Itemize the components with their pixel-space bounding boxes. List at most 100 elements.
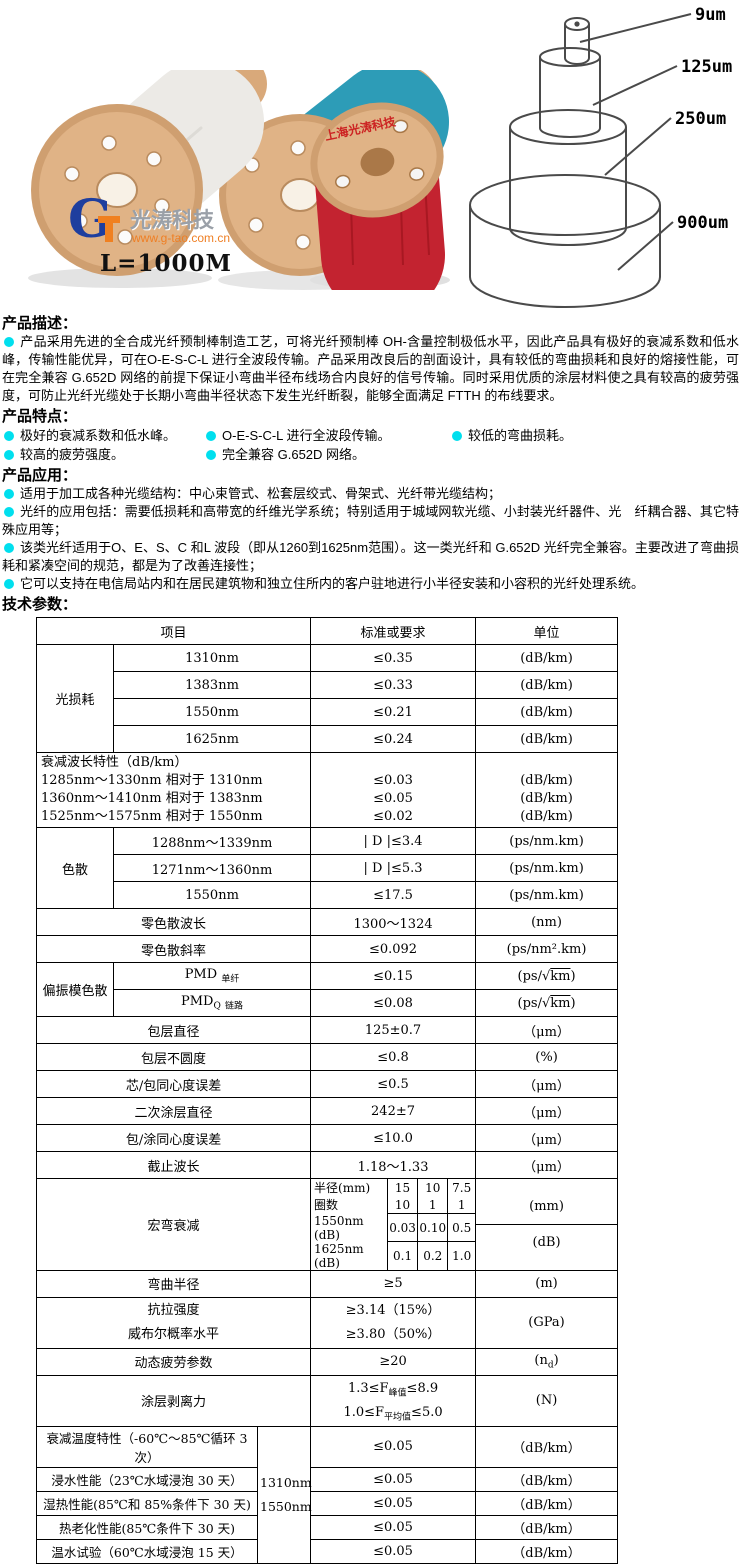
cell-item: 1550nm: [112, 881, 312, 909]
table-header-row: 项目 标准或要求 单位: [35, 617, 619, 645]
spool-shadow: [28, 268, 212, 288]
bullet-icon: [452, 431, 462, 441]
table-row: 浸水性能（23℃水域浸泡 30 天） ≤0.05 （dB/km）: [36, 1466, 619, 1492]
cell-item: 包层不圆度: [35, 1043, 312, 1071]
section-heading-description: 产品描述：: [2, 315, 78, 332]
cell-standard: ≤10.0: [310, 1124, 477, 1152]
cell-standard: ≤0.08: [310, 989, 477, 1017]
cell-unit: （dB/km）: [475, 1466, 619, 1492]
table-row: 1271nm～1360nm | D |≤5.3 (ps/nm.km): [37, 854, 619, 882]
cell-item: 零色散波长: [35, 908, 312, 936]
cell-unit: (nd): [475, 1347, 619, 1376]
leader-line-9um: [579, 13, 692, 43]
cell-standard: 1.18～1.33: [310, 1151, 477, 1179]
cell-unit: （μm）: [475, 1151, 619, 1179]
bullet-icon: [206, 450, 216, 460]
cell-item: 浸水性能（23℃水域浸泡 30 天）: [36, 1466, 258, 1492]
cell-standard: ≤0.05: [310, 1514, 477, 1540]
cell-item: 1550nm: [112, 698, 312, 726]
bullet-icon: [4, 489, 14, 499]
cell-unit: （μm）: [475, 1124, 619, 1152]
application-item: 适用于加工成各种光缆结构：中心束管式、松套层绞式、骨架式、光纤带光缆结构；: [0, 485, 741, 503]
table-row: 动态疲劳参数 ≥20 (nd): [35, 1347, 619, 1376]
table-row: PMDQ 链路 ≤0.08 (ps/√km): [37, 989, 619, 1017]
cell-category: 宏弯衰减: [35, 1178, 312, 1271]
description-text: 产品采用先进的全合成光纤预制棒制造工艺，可将光纤预制棒 OH-含量控制极低水平，…: [2, 334, 739, 403]
feature-item: 完全兼容 G.652D 网络。: [204, 445, 365, 464]
cell-wavelengths: 1310nm 1550nm: [256, 1425, 312, 1564]
cell-unit: (ps/nm.km): [475, 881, 619, 909]
cell-standard: ≤0.05: [310, 1466, 477, 1492]
cell-unit: （dB/km）: [475, 1490, 619, 1516]
cell-item: PMDQ 链路: [112, 989, 312, 1017]
cell-item: 动态疲劳参数: [35, 1347, 312, 1376]
diagram-label: 250um: [675, 109, 726, 129]
cell-item: 1271nm～1360nm: [112, 854, 312, 882]
cell-standard: ≤0.092: [310, 935, 477, 963]
cell-item: 1383nm: [112, 671, 312, 699]
cell-standard: ≥5: [310, 1269, 477, 1298]
brand-logo: G 光涛科技 www.g-tao.com.cn: [68, 194, 288, 256]
leader-line-125um: [592, 65, 678, 106]
cell-item: 截止波长: [35, 1151, 312, 1179]
table-row: 包层直径 125±0.7 （μm）: [35, 1016, 619, 1044]
diagram-label: 900um: [677, 213, 728, 233]
spool-red: 上海光涛科技: [310, 102, 445, 290]
cell-item: 衰减温度特性（-60℃～85℃循环 3 次）: [36, 1425, 258, 1468]
cell-item: 湿热性能(85℃和 85%条件下 30 天): [36, 1490, 258, 1516]
feature-item: 极好的衰减系数和低水峰。: [2, 426, 204, 445]
cell-standard: 125±0.7: [310, 1016, 477, 1044]
cell-standard: | D |≤5.3: [310, 854, 477, 882]
cell-unit: (ps/nm.km): [475, 854, 619, 882]
bullet-icon: [4, 337, 14, 347]
feature-row: 极好的衰减系数和低水峰。 O-E-S-C-L 进行全波段传输。 较低的弯曲损耗。: [0, 426, 741, 445]
bullet-icon: [4, 507, 14, 517]
product-photo: 上海光涛科技: [5, 70, 455, 290]
header-item: 项目: [35, 617, 312, 645]
cell-standard: ≤0.03 ≤0.05 ≤0.02: [310, 752, 477, 828]
cell-item: 抗拉强度 威布尔概率水平: [35, 1296, 312, 1349]
cell-item: 温水试验（60℃水域浸泡 15 天）: [36, 1538, 258, 1564]
cell-item: 衰减波长特性（dB/km） 1285nm～1330nm 相对于 1310nm 1…: [35, 752, 312, 828]
cell-item: 热老化性能(85℃条件下 30 天): [36, 1514, 258, 1540]
table-row: 色散 1288nm～1339nm | D |≤3.4 (ps/nm.km): [36, 827, 619, 909]
cell-category: 偏振模色散: [36, 962, 114, 1017]
cell-unit: (GPa): [475, 1296, 619, 1349]
cell-standard: ≤17.5: [310, 881, 477, 909]
cell-standard: 1300～1324: [310, 908, 477, 936]
cell-item: 零色散斜率: [35, 935, 312, 963]
bullet-icon: [206, 431, 216, 441]
bullet-icon: [4, 579, 14, 589]
application-item: 该类光纤适用于O、E、S、C 和L 波段（即从1260到1625nm范围）。这一…: [2, 540, 739, 573]
cell-unit: （μm）: [475, 1097, 619, 1125]
table-row: 热老化性能(85℃条件下 30 天) ≤0.05 （dB/km）: [36, 1514, 619, 1540]
cell-unit: (dB/km): [475, 671, 619, 699]
cell-unit: (N): [475, 1374, 619, 1427]
leader-line-250um: [604, 117, 672, 176]
cell-unit: (ps/√km): [475, 989, 619, 1017]
cell-standard: ≤0.05: [310, 1490, 477, 1516]
table-row: 1550nm ≤0.21 (dB/km): [37, 698, 619, 726]
feature-item: 较高的疲劳强度。: [2, 445, 204, 464]
table-row: 湿热性能(85℃和 85%条件下 30 天) ≤0.05 （dB/km）: [36, 1490, 619, 1516]
cell-unit: （dB/km）: [475, 1514, 619, 1540]
section-heading-applications: 产品应用：: [2, 467, 78, 484]
table-row: 光损耗 1310nm ≤0.35 (dB/km): [36, 644, 619, 753]
table-row: 包层不圆度 ≤0.8 (%): [35, 1043, 619, 1071]
cell-standard: ≥3.14（15%） ≥3.80（50%）: [310, 1296, 477, 1349]
cell-item: 包层直径: [35, 1016, 312, 1044]
table-row: 衰减温度特性（-60℃～85℃循环 3 次） 1310nm 1550nm ≤0.…: [36, 1425, 619, 1564]
cell-standard: ≤0.35: [310, 644, 477, 672]
cell-standard: ≤0.21: [310, 698, 477, 726]
cell-standard: ≤0.15: [310, 962, 477, 990]
cell-item: 1625nm: [112, 725, 312, 753]
table-row: 1625nm ≤0.24 (dB/km): [37, 725, 619, 753]
feature-item: 较低的弯曲损耗。: [450, 426, 572, 445]
cell-item: 1310nm: [112, 644, 312, 672]
leader-line-900um: [617, 221, 674, 271]
table-row: 截止波长 1.18～1.33 （μm）: [35, 1151, 619, 1179]
bullet-icon: [4, 431, 14, 441]
cell-item: 二次涂层直径: [35, 1097, 312, 1125]
top-picture-area: 上海光涛科技 G 光涛科技 www.g-tao.com.cn L=1000M: [0, 0, 741, 312]
cell-standard: ≤0.33: [310, 671, 477, 699]
